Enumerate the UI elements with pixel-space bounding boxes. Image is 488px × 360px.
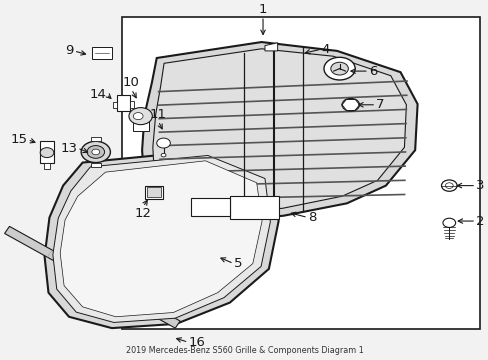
Circle shape [87,145,104,158]
Circle shape [441,180,456,191]
Text: 8: 8 [307,211,316,224]
Polygon shape [53,156,270,323]
Text: 6: 6 [368,64,376,78]
Text: 7: 7 [375,98,384,111]
Text: 12: 12 [134,207,151,220]
Circle shape [133,113,143,120]
Text: 4: 4 [321,42,329,56]
Circle shape [81,141,110,163]
Circle shape [129,108,152,125]
Circle shape [40,148,54,158]
Text: 13: 13 [60,141,77,154]
Polygon shape [92,48,112,59]
Polygon shape [153,49,406,213]
Polygon shape [91,137,101,141]
Polygon shape [60,161,262,317]
Polygon shape [264,43,277,51]
Polygon shape [4,226,180,328]
Text: 15: 15 [10,133,27,146]
Polygon shape [190,198,229,216]
Text: 5: 5 [233,257,242,270]
Polygon shape [113,102,117,108]
Circle shape [161,153,165,157]
Text: 16: 16 [188,336,205,349]
Text: 14: 14 [89,87,106,101]
Text: 3: 3 [475,179,484,192]
Circle shape [442,218,455,228]
Text: 1: 1 [258,3,267,16]
Text: 11: 11 [149,108,166,121]
Circle shape [341,98,359,111]
Polygon shape [147,188,160,197]
Bar [122,17,479,329]
Text: 9: 9 [65,44,74,57]
Polygon shape [142,42,417,221]
Polygon shape [43,163,50,169]
Circle shape [324,57,354,80]
Circle shape [92,149,100,155]
Polygon shape [229,196,278,219]
Circle shape [157,138,170,148]
Polygon shape [144,186,163,199]
Circle shape [330,62,347,75]
Polygon shape [117,95,130,111]
Circle shape [445,183,452,188]
Polygon shape [130,100,134,108]
Polygon shape [40,141,54,163]
Polygon shape [91,163,101,167]
Text: 2: 2 [475,215,484,228]
Text: 10: 10 [122,76,140,89]
Polygon shape [133,119,149,131]
Polygon shape [44,150,278,328]
Text: 2019 Mercedes-Benz S560 Grille & Components Diagram 1: 2019 Mercedes-Benz S560 Grille & Compone… [125,346,363,355]
